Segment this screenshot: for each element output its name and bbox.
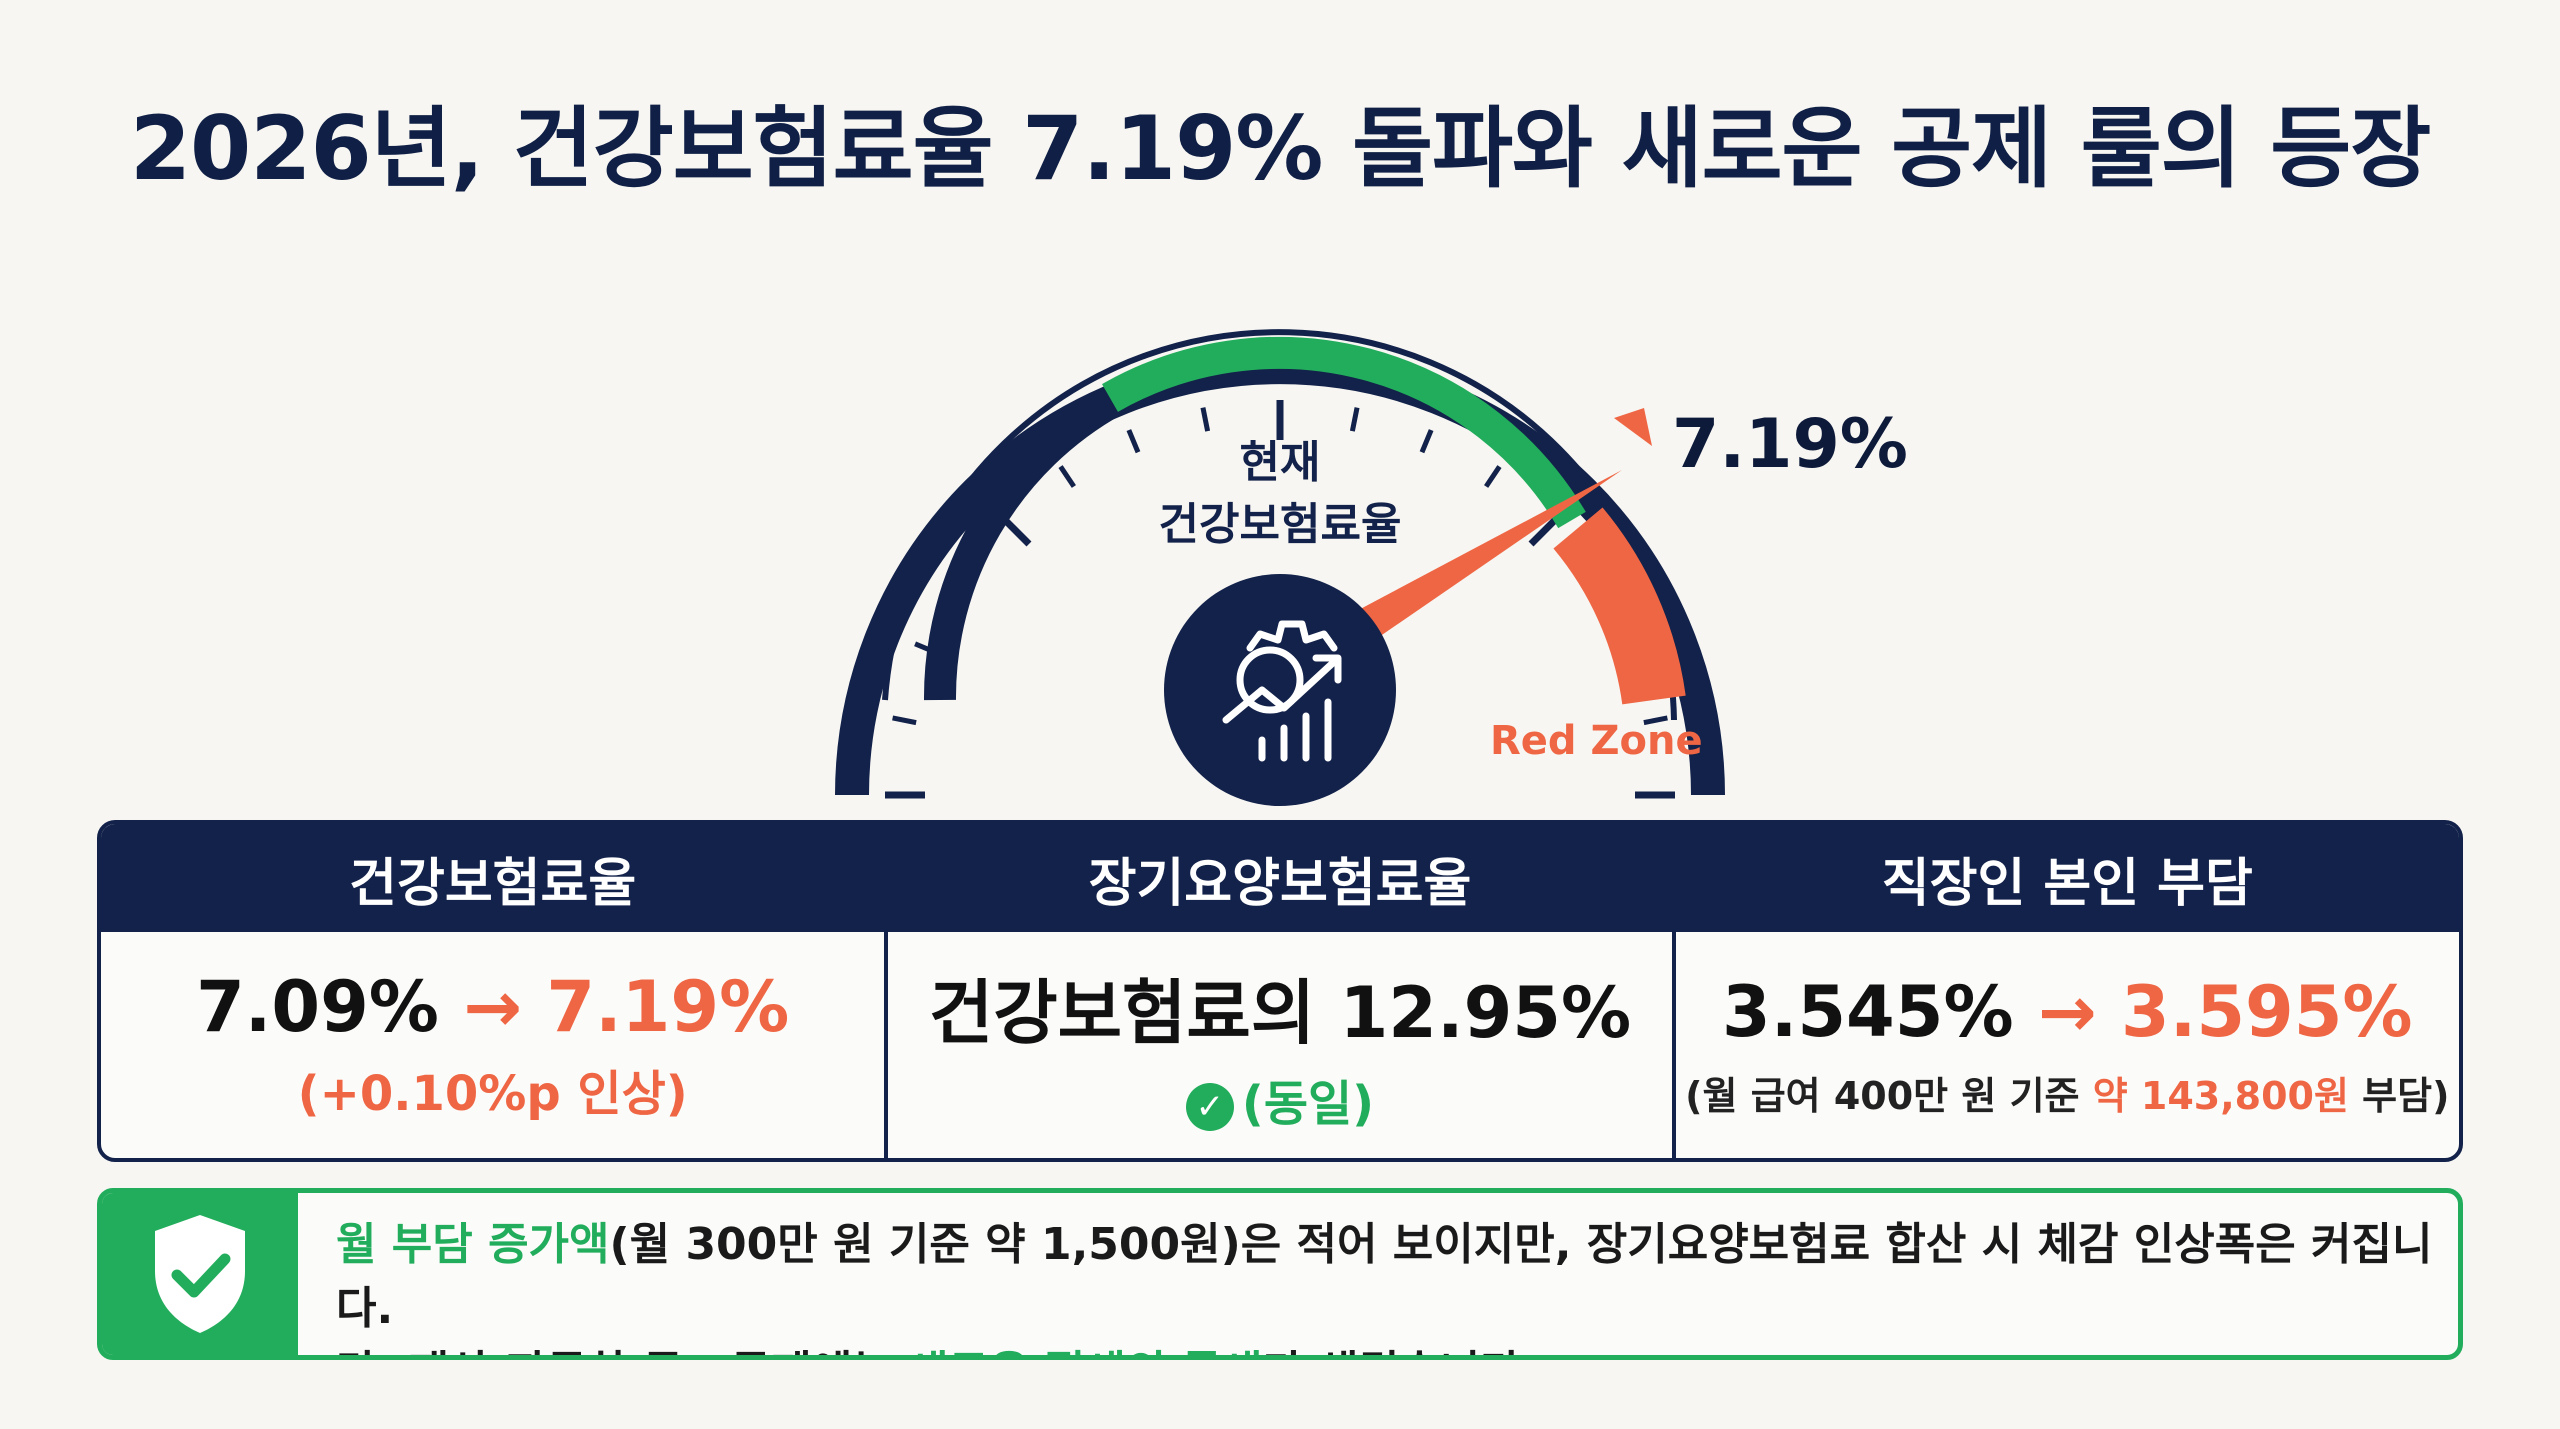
column-body: 7.09% → 7.19% (+0.10%p 인상)	[101, 932, 884, 1158]
page-title: 2026년, 건강보험료율 7.19% 돌파와 새로운 공제 룰의 등장	[129, 97, 2431, 200]
unchanged-note: ✓ (동일)	[1185, 1064, 1375, 1134]
gauge-needle	[1302, 470, 1622, 672]
red-zone-label: Red Zone	[1490, 718, 1703, 764]
share-note-prefix: (월 급여 400만 원 기준	[1685, 1073, 2093, 1118]
gauge-tick	[1200, 407, 1211, 432]
gauge-hub	[1164, 574, 1396, 806]
arrow-icon: →	[463, 966, 522, 1048]
share-change: 3.545% → 3.595%	[1722, 971, 2413, 1053]
rate-comparison-table: 건강보험료율 7.09% → 7.19% (+0.10%p 인상) 장기요양보험…	[97, 820, 2463, 1162]
gauge-label-line1: 현재	[1239, 437, 1321, 488]
gauge-tick	[892, 715, 917, 726]
note-line2-prefix: 단, 재산·자동차 공 · 공제에는	[336, 1347, 908, 1355]
note-line2-suffix: 가 생겼습니다.	[1263, 1347, 1538, 1355]
gauge-tick-arc	[882, 329, 1677, 721]
rate-increase-note: (+0.10%p 인상)	[297, 1066, 688, 1122]
note-line1-highlight: 월 부담 증가액	[336, 1219, 610, 1270]
note-icon-panel	[102, 1193, 298, 1355]
column-header: 장기요양보험료율	[888, 824, 1672, 932]
column-health-insurance-rate: 건강보험료율 7.09% → 7.19% (+0.10%p 인상)	[101, 824, 885, 1158]
unchanged-text: (동일)	[1241, 1075, 1375, 1132]
gauge-tick	[1058, 465, 1076, 488]
column-header: 건강보험료율	[101, 824, 885, 932]
long-term-care-value: 건강보험료의 12.95%	[928, 971, 1632, 1054]
column-body: 3.545% → 3.595% (월 급여 400만 원 기준 약 143,80…	[1676, 932, 2459, 1158]
info-note-box: 월 부담 증가액(월 300만 원 기준 약 1,500원)은 적어 보이지만,…	[97, 1188, 2463, 1360]
note-line-2: 단, 재산·자동차 공 · 공제에는 새로운 절세의 틈새가 생겼습니다.	[336, 1341, 2458, 1355]
gauge-pointer-marker	[1614, 408, 1652, 446]
column-long-term-care-rate: 장기요양보험료율 건강보험료의 12.95% ✓ (동일)	[884, 824, 1672, 1158]
note-text: 월 부담 증가액(월 300만 원 기준 약 1,500원)은 적어 보이지만,…	[298, 1193, 2458, 1355]
rate-after: 7.19%	[546, 966, 790, 1048]
gauge-label-line2: 건강보험료율	[1158, 499, 1402, 550]
column-employee-share: 직장인 본인 부담 3.545% → 3.595% (월 급여 400만 원 기…	[1671, 824, 2459, 1158]
gear-growth-chart-icon	[1222, 620, 1342, 762]
gauge-ticks	[885, 400, 1675, 799]
check-circle-icon: ✓	[1185, 1082, 1234, 1131]
share-after: 3.595%	[2121, 970, 2413, 1053]
note-line2-highlight: 새로운 절세의 틈새	[908, 1347, 1262, 1355]
gauge-tick	[1643, 715, 1668, 726]
column-header: 직장인 본인 부담	[1675, 824, 2459, 932]
gauge-band-navy	[923, 386, 1123, 701]
gauge-tick	[1349, 407, 1360, 432]
share-before: 3.545%	[1722, 970, 2014, 1053]
shield-check-icon	[155, 1215, 245, 1333]
note-line-1: 월 부담 증가액(월 300만 원 기준 약 1,500원)은 적어 보이지만,…	[336, 1213, 2458, 1341]
gauge-label: 현재 건강보험료율	[1080, 432, 1480, 556]
rate-change: 7.09% → 7.19%	[196, 966, 789, 1048]
arrow-icon: →	[2037, 970, 2097, 1053]
note-line1-rest: (월 300만 원 기준 약 1,500원)은 적어 보이지만, 장기요양보험료…	[336, 1219, 2433, 1334]
gauge-tick	[1484, 465, 1502, 488]
column-body: 건강보험료의 12.95% ✓ (동일)	[888, 932, 1671, 1158]
share-example-note: (월 급여 400만 원 기준 약 143,800원 부담)	[1685, 1065, 2449, 1120]
gauge-band-red	[1553, 507, 1686, 705]
gauge-tick	[1126, 429, 1141, 454]
gauge-tick	[1419, 429, 1434, 454]
gauge-value: 7.19%	[1672, 405, 1908, 484]
rate-before: 7.09%	[196, 966, 439, 1048]
share-note-amount: 약 143,800원	[2092, 1073, 2349, 1118]
share-note-suffix: 부담)	[2348, 1073, 2450, 1118]
gauge-band-green	[1102, 336, 1586, 529]
